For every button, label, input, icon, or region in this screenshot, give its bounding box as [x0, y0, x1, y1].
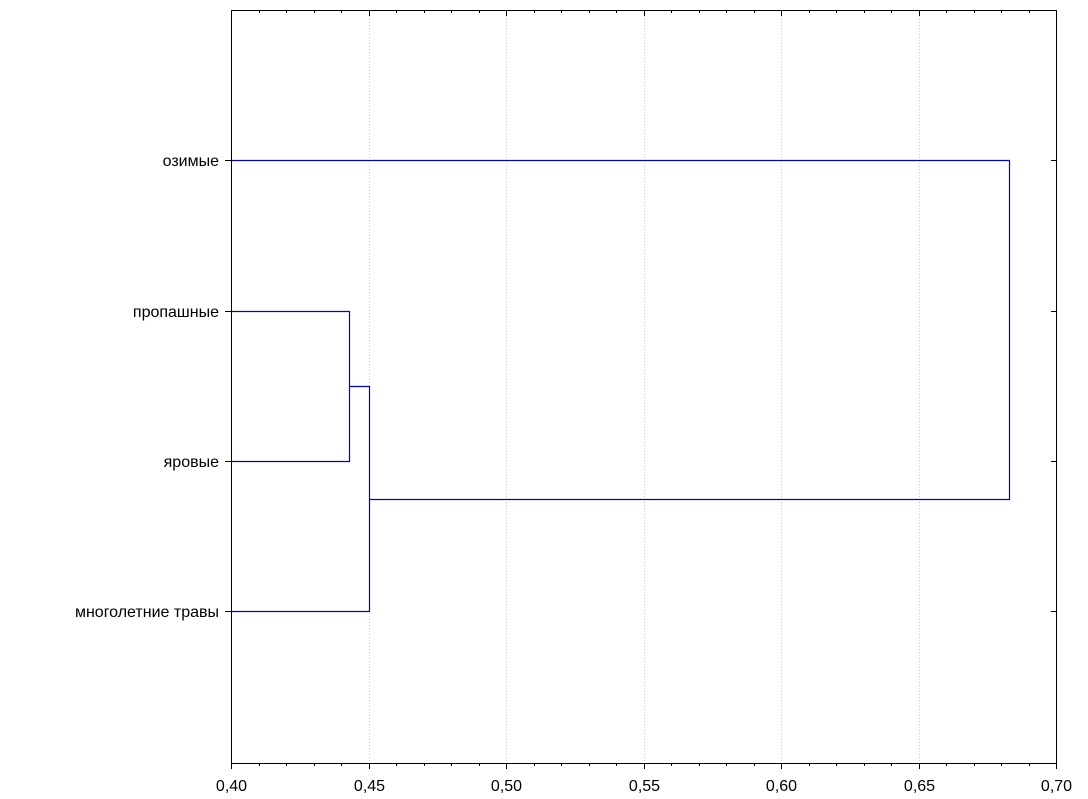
grid-lines: [369, 10, 920, 763]
plot-frame: [231, 10, 1057, 764]
x-tick-label: 0,45: [354, 778, 385, 795]
dendrogram-link: [231, 310, 351, 463]
dendrogram-link: [231, 385, 371, 613]
leaf-label: пропашные: [133, 304, 219, 321]
x-tick-label: 0,60: [766, 778, 797, 795]
leaf-label: яровые: [164, 454, 219, 471]
dendrogram-link: [231, 159, 1011, 501]
x-tick-label: 0,40: [216, 778, 247, 795]
leaf-label: озимые: [163, 153, 219, 170]
x-tick-label: 0,65: [904, 778, 935, 795]
x-tick-label: 0,55: [629, 778, 660, 795]
leaf-label: многолетние травы: [75, 604, 219, 621]
axis-labels: 0,40 0,45 0,50 0,55 0,60 0,65 0,70 озимые пропаш…: [75, 153, 1072, 795]
x-tick-label: 0,70: [1041, 778, 1072, 795]
x-tick-label: 0,50: [491, 778, 522, 795]
dendrogram-links: [231, 159, 1011, 613]
